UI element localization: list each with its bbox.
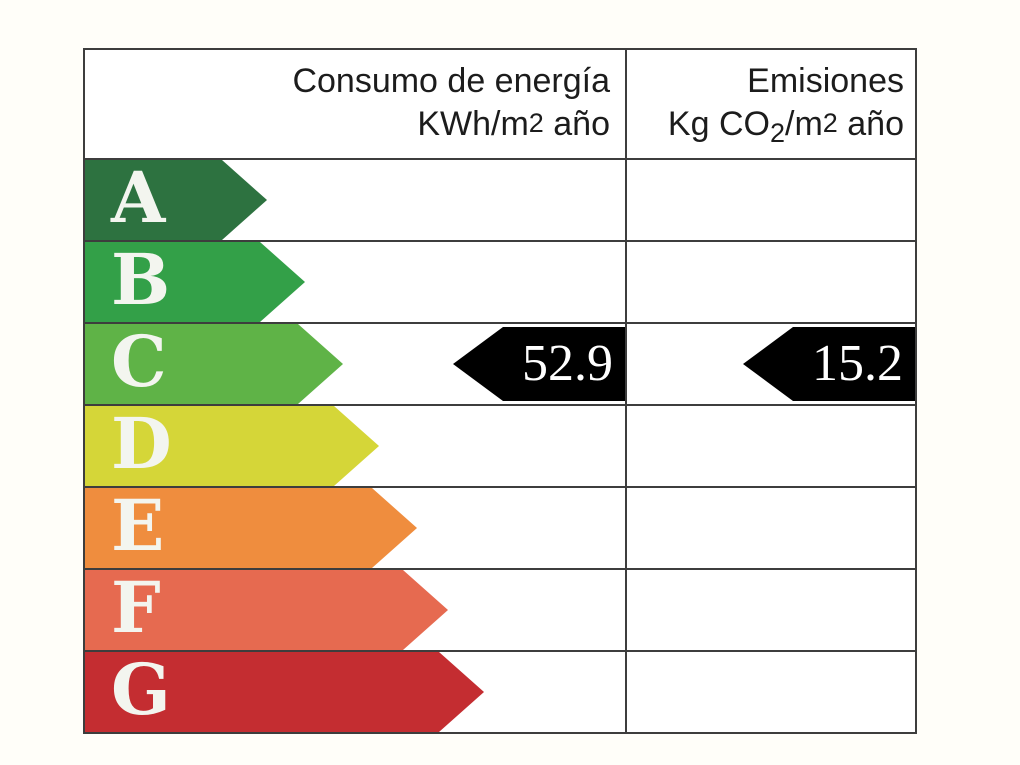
rating-arrow-f: F (85, 570, 448, 650)
consumption-value-marker: 52.9 (453, 327, 625, 401)
consumption-cell-c: C 52.9 (85, 324, 627, 404)
rating-row-a: A (85, 160, 915, 240)
emissions-cell-f (627, 570, 915, 650)
rating-rows: A B C 52.9 15.2 D E F G (85, 160, 915, 732)
emissions-cell-a (627, 160, 915, 240)
table-header-row: Consumo de energía KWh/m2 año Emisiones … (85, 50, 915, 160)
rating-arrow-e: E (85, 488, 417, 568)
rating-letter-f: F (111, 566, 161, 649)
subscript-2: 2 (769, 118, 785, 148)
rating-letter-a: A (111, 156, 166, 239)
emissions-column-header: Emisiones Kg CO2/m2 año (627, 50, 915, 158)
rating-letter-g: G (111, 648, 171, 731)
rating-letter-d: D (111, 402, 172, 485)
consumption-cell-a: A (85, 160, 627, 240)
emissions-cell-b (627, 242, 915, 322)
emissions-cell-g (627, 652, 915, 732)
rating-arrow-b: B (85, 242, 305, 322)
consumption-cell-d: D (85, 406, 627, 486)
consumption-cell-f: F (85, 570, 627, 650)
consumption-header-line1: Consumo de energía (292, 62, 610, 100)
rating-arrow-a: A (85, 160, 267, 240)
rating-row-b: B (85, 240, 915, 322)
consumption-value: 52.9 (522, 335, 613, 392)
rating-row-c: C 52.9 15.2 (85, 322, 915, 404)
consumption-column-header: Consumo de energía KWh/m2 año (85, 50, 627, 158)
emissions-value: 15.2 (812, 335, 903, 392)
superscript-2: 2 (822, 108, 838, 138)
rating-arrow-d: D (85, 406, 379, 486)
rating-row-d: D (85, 404, 915, 486)
emissions-header-line2: Kg CO2/m2 año (667, 105, 904, 148)
consumption-header-line2: KWh/m2 año (417, 105, 610, 143)
rating-row-e: E (85, 486, 915, 568)
rating-arrow-g: G (85, 652, 484, 732)
emissions-cell-d (627, 406, 915, 486)
rating-row-g: G (85, 650, 915, 732)
consumption-cell-b: B (85, 242, 627, 322)
rating-letter-b: B (111, 238, 171, 321)
emissions-cell-e (627, 488, 915, 568)
energy-rating-table: Consumo de energía KWh/m2 año Emisiones … (83, 48, 917, 734)
rating-row-f: F (85, 568, 915, 650)
emissions-cell-c: 15.2 (627, 324, 915, 404)
emissions-header-line1: Emisiones (747, 62, 904, 100)
superscript-2: 2 (528, 108, 544, 138)
consumption-cell-e: E (85, 488, 627, 568)
rating-letter-e: E (111, 484, 165, 567)
emissions-value-marker: 15.2 (743, 327, 915, 401)
rating-arrow-c: C (85, 324, 343, 404)
consumption-cell-g: G (85, 652, 627, 732)
rating-letter-c: C (111, 320, 167, 403)
